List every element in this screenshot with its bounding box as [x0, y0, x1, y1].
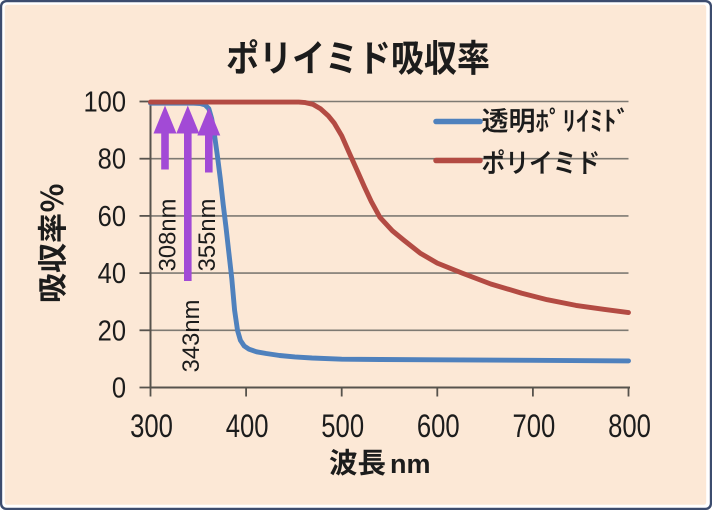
svg-text:308nm: 308nm — [154, 199, 181, 272]
svg-text:400: 400 — [226, 409, 269, 444]
svg-text:355nm: 355nm — [194, 199, 221, 272]
svg-text:nm: nm — [390, 449, 431, 479]
svg-text:800: 800 — [608, 409, 651, 444]
svg-text:60: 60 — [98, 199, 126, 232]
svg-text:0: 0 — [112, 371, 126, 404]
svg-text:40: 40 — [98, 257, 126, 290]
svg-text:700: 700 — [512, 409, 555, 444]
svg-text:343nm: 343nm — [178, 300, 205, 373]
svg-text:300: 300 — [130, 409, 173, 444]
svg-text:100: 100 — [83, 85, 126, 118]
svg-text:500: 500 — [321, 409, 364, 444]
svg-text:80: 80 — [98, 142, 126, 175]
svg-text:600: 600 — [417, 409, 460, 444]
svg-text:20: 20 — [98, 314, 126, 347]
